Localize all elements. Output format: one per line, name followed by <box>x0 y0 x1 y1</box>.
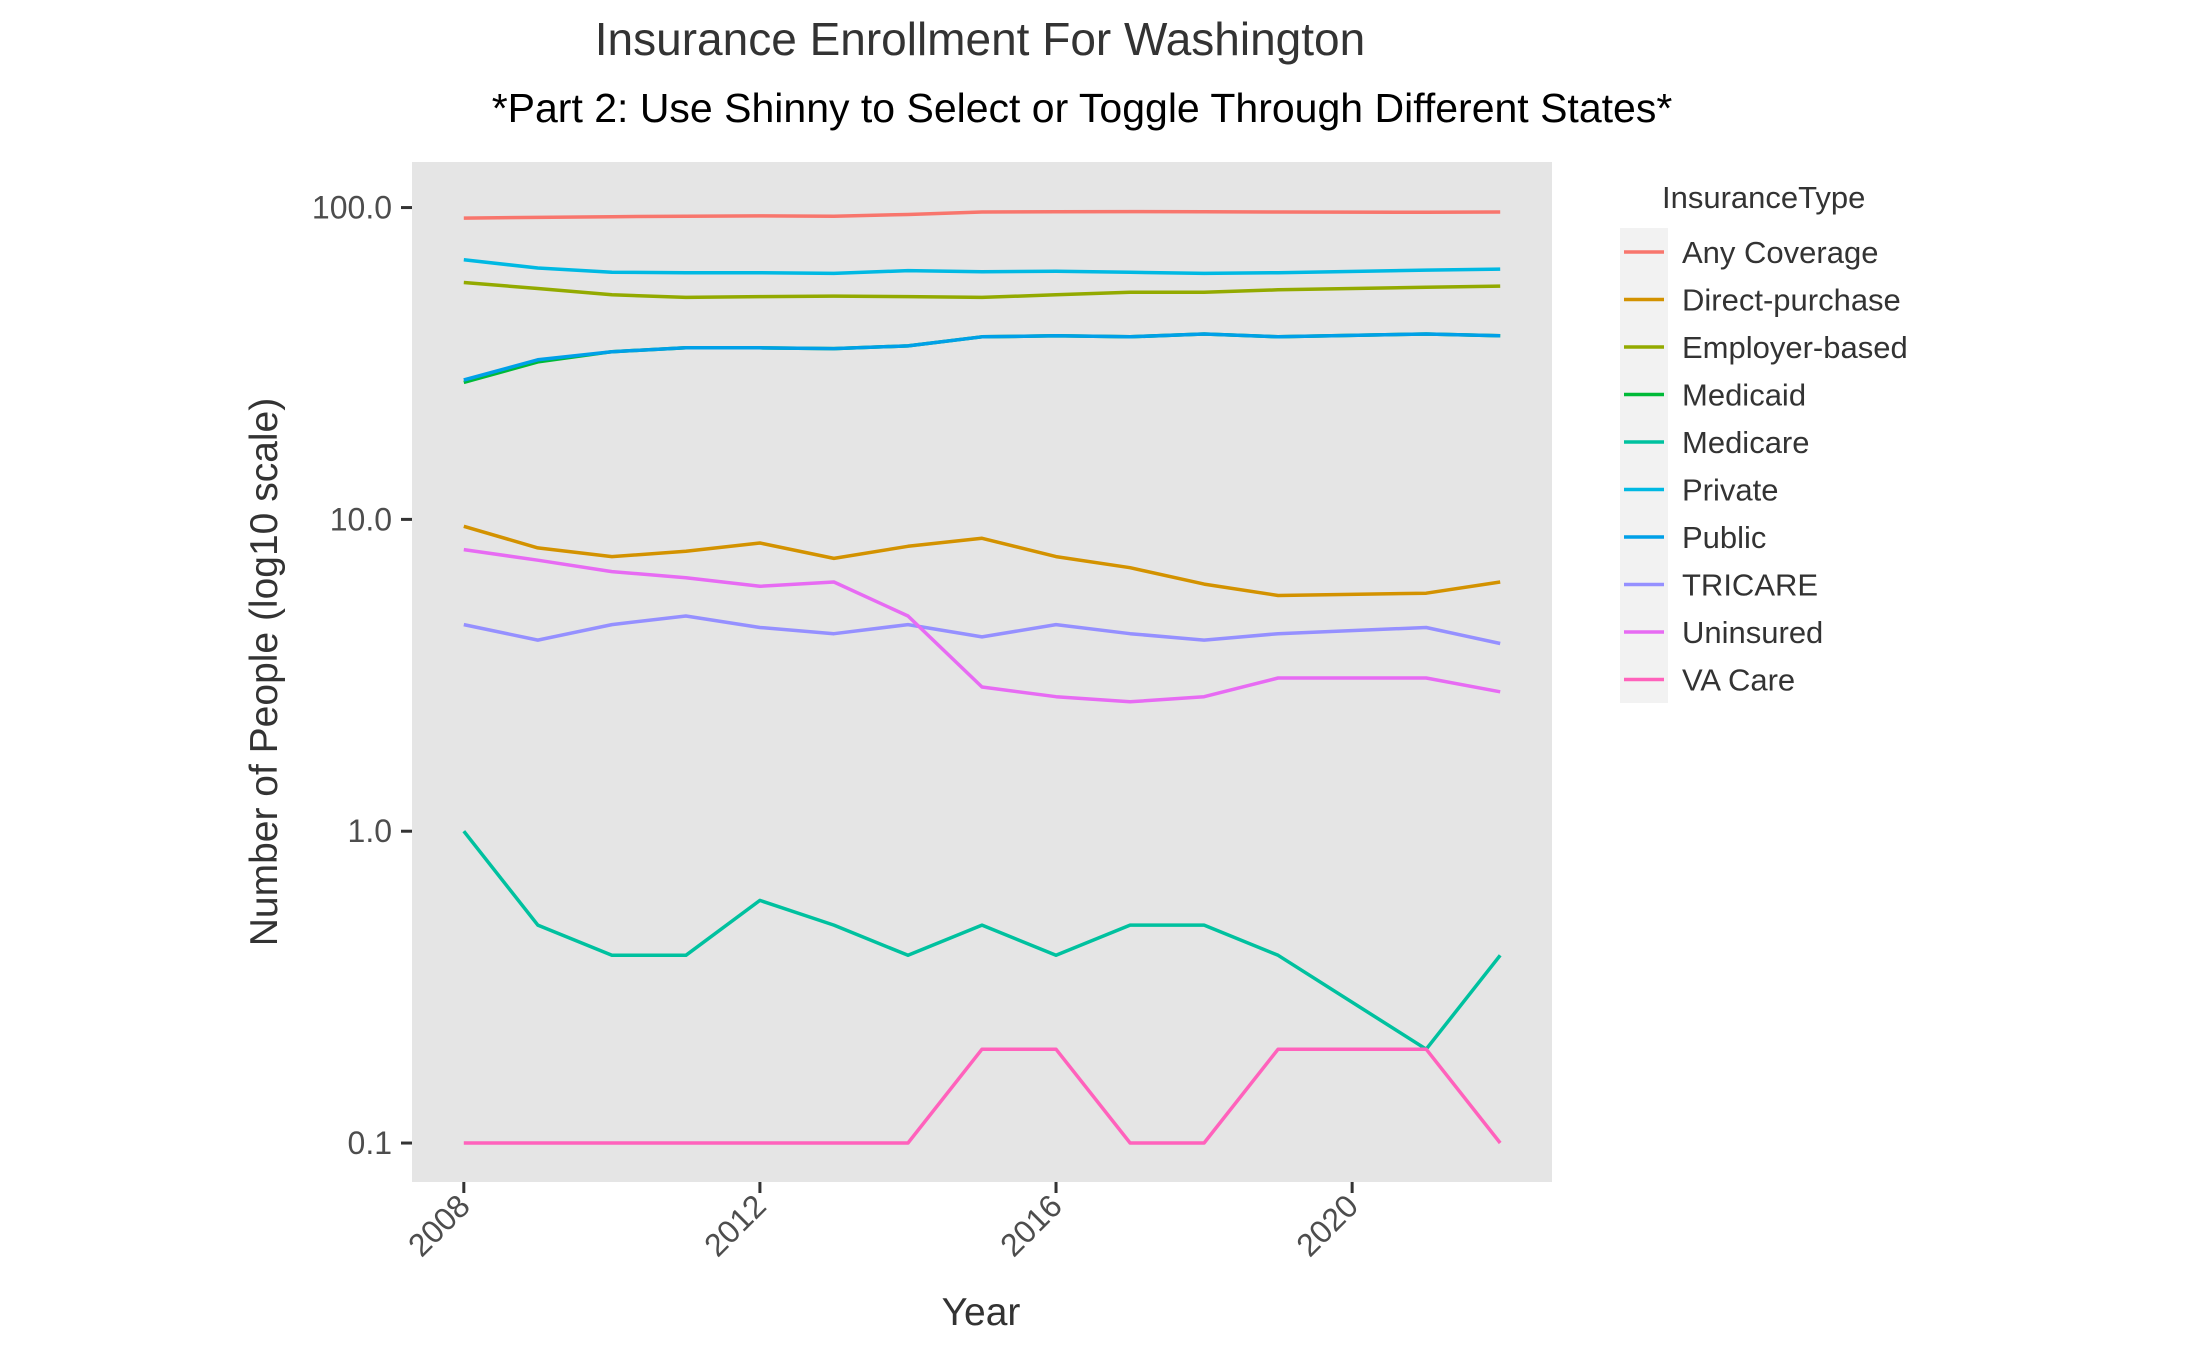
series-line-public <box>463 332 1501 382</box>
legend-key-background <box>1620 228 1668 703</box>
series-line-va-care <box>463 1047 1502 1145</box>
x-tick-label: 2020 <box>1289 1187 1365 1263</box>
legend-title: InsuranceType <box>1662 180 1865 215</box>
series-layer <box>462 209 1502 1145</box>
x-axis-title: Year <box>942 1291 1021 1334</box>
legend-label-public: Public <box>1682 520 1766 555</box>
series-line-any-coverage <box>463 209 1501 220</box>
y-axis: 0.1 1.0 10.0 100.0 <box>312 190 412 1161</box>
series-line-tricare <box>463 614 1501 646</box>
chart-subtitle: *Part 2: Use Shinny to Select or Toggle … <box>492 85 1673 131</box>
series-line-direct-purchase <box>463 524 1501 598</box>
legend-label-va-care: VA Care <box>1682 663 1795 698</box>
legend-label-medicaid: Medicaid <box>1682 378 1806 413</box>
series-line-medicare <box>462 830 1502 1051</box>
legend: InsuranceType Any Coverage Direct-purchas… <box>1620 180 1908 703</box>
x-axis: 2008 2012 2016 2020 <box>401 1182 1365 1263</box>
chart-title: Insurance Enrollment For Washington <box>595 13 1365 65</box>
legend-label-private: Private <box>1682 473 1778 508</box>
x-tick-label: 2012 <box>697 1187 773 1263</box>
series-line-uninsured <box>463 547 1501 704</box>
legend-label-direct-purchase: Direct-purchase <box>1682 283 1901 318</box>
plot-panel <box>412 162 1552 1182</box>
series-line-employer-based <box>463 280 1501 300</box>
y-tick-label: 10.0 <box>330 501 392 537</box>
legend-label-employer-based: Employer-based <box>1682 330 1908 365</box>
x-tick-label: 2008 <box>401 1187 477 1263</box>
y-axis-title: Number of People (log10 scale) <box>243 398 286 946</box>
legend-label-uninsured: Uninsured <box>1682 615 1823 650</box>
legend-items: Any Coverage Direct-purchase Employer-base… <box>1624 235 1908 698</box>
legend-label-medicare: Medicare <box>1682 425 1810 460</box>
legend-label-any-coverage: Any Coverage <box>1682 235 1878 270</box>
y-tick-label: 0.1 <box>348 1125 392 1161</box>
series-line-private <box>463 258 1501 276</box>
x-tick-label: 2016 <box>993 1187 1069 1263</box>
y-tick-label: 1.0 <box>348 813 392 849</box>
y-tick-label: 100.0 <box>312 190 392 226</box>
legend-label-tricare: TRICARE <box>1682 568 1818 603</box>
